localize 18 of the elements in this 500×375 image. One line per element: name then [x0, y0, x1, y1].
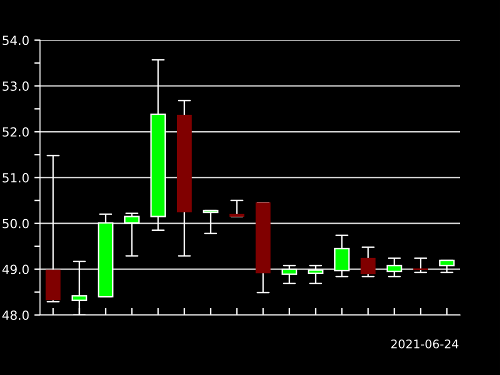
candlestick — [229, 200, 244, 218]
candlestick — [124, 212, 140, 257]
candlestick — [413, 258, 428, 274]
y-tick-label: 52.0 — [2, 127, 29, 137]
candlestick — [386, 258, 402, 278]
candlestick — [282, 264, 298, 284]
y-tick-label: 51.0 — [2, 173, 29, 182]
y-tick-label: 49.0 — [2, 264, 29, 274]
candlestick — [439, 260, 455, 274]
candlestick — [334, 234, 350, 278]
text: 2021-06-24 — [391, 339, 458, 348]
y-tick-label: 54.0 — [2, 36, 29, 46]
candlestick — [360, 246, 376, 278]
candlestick — [308, 264, 324, 284]
y-tick-label: 50.0 — [2, 218, 29, 228]
y-tick-label: 53.0 — [2, 81, 29, 91]
y-tick-label: 48.0 — [2, 310, 29, 320]
candlestick — [202, 210, 218, 234]
